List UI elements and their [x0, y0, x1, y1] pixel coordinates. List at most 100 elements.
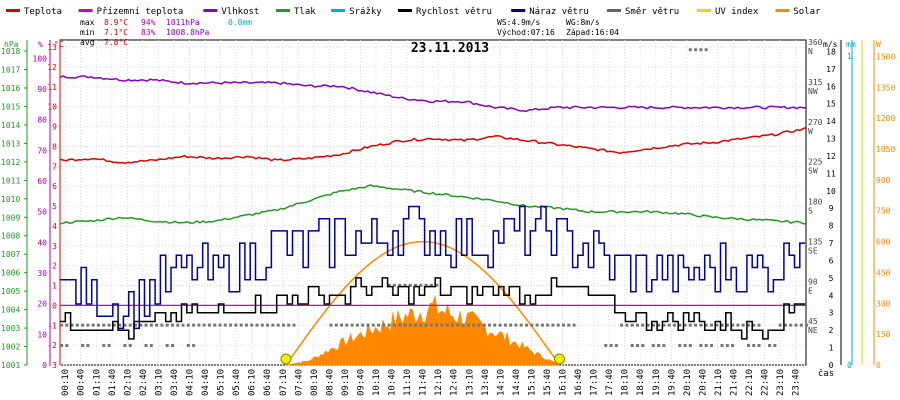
legend-swatch [697, 9, 711, 12]
series-layer [59, 48, 809, 366]
solar-tick-label: 900 [876, 176, 891, 185]
humidity-line [59, 75, 807, 113]
hpa-tick-label: 1011 [1, 176, 20, 185]
dir-tick-deg: 225 [808, 158, 823, 167]
wind-direction-point [139, 323, 143, 327]
legend-entry: Teplota [24, 7, 62, 17]
wind-direction-point [371, 323, 375, 327]
stats-label: max [80, 18, 95, 27]
x-tick-label: 16:10 [559, 369, 569, 396]
hpa-tick-label: 1017 [1, 66, 20, 75]
x-tick-label: 15:40 [543, 369, 553, 396]
legend-entry: Přízemní teplota [97, 7, 184, 17]
theoretical-solar-line [285, 240, 561, 366]
sunset-info: Západ:16:04 [566, 28, 619, 37]
c-tick-label: 4 [52, 222, 57, 231]
legend: Teplota Přízemní teplota Vlhkost Tlak Srážky… [6, 7, 821, 17]
wind-direction-point [102, 323, 106, 327]
wind-direction-point [699, 344, 703, 348]
legend-swatch [6, 9, 20, 12]
wind-direction-point [334, 323, 338, 327]
x-tick-label: 21:40 [729, 369, 739, 396]
hpa-tick-label: 1007 [1, 250, 20, 259]
wind-direction-point [477, 323, 481, 327]
hpa-tick-label: 1015 [1, 102, 20, 111]
sunrise-marker [280, 353, 292, 365]
wind-direction-point [207, 323, 211, 327]
w-axis-title: W [876, 40, 881, 49]
wind-direction-point [260, 323, 264, 327]
wind-direction-point [678, 344, 682, 348]
wind-direction-point [361, 323, 365, 327]
x-tick-label: 11:10 [403, 369, 413, 396]
ms-tick-label: 14 [826, 117, 836, 126]
x-tick-label: 21:10 [714, 369, 724, 396]
wind-direction-point [752, 323, 756, 327]
solar-tick-label: 1050 [876, 145, 895, 154]
solar-tick-label: 750 [876, 207, 891, 216]
wind-direction-point [440, 323, 444, 327]
wind-direction-point [123, 323, 127, 327]
wind-direction-point [778, 323, 782, 327]
wind-direction-point [429, 283, 433, 287]
dir-tick-name: NE [808, 326, 818, 335]
wind-direction-point [482, 323, 486, 327]
x-tick-label: 20:40 [698, 369, 708, 396]
wind-direction-point [694, 48, 698, 52]
wind-direction-point [752, 344, 756, 348]
dir-tick-deg: 315 [808, 78, 823, 87]
legend-swatch [276, 9, 290, 12]
wind-direction-point [377, 323, 381, 327]
c-tick-label: 8 [52, 142, 57, 151]
x-tick-label: 08:40 [325, 369, 335, 396]
x-tick-label: 10:10 [372, 369, 382, 396]
x-tick-label: 22:40 [761, 369, 771, 396]
pct-axis-title: % [38, 40, 43, 49]
legend-swatch [203, 9, 218, 12]
wind-direction-point [498, 323, 502, 327]
x-tick-label: 20:10 [683, 369, 693, 396]
wind-direction-point [461, 323, 465, 327]
stats-rain: 0.0mm [228, 18, 252, 27]
wind-direction-point [741, 323, 745, 327]
pct-tick-label: 10 [37, 330, 47, 339]
ms-tick-label: 0 [829, 361, 834, 370]
wind-direction-point [620, 323, 624, 327]
pct-tick-label: 100 [33, 54, 48, 63]
x-tick-label: 17:40 [605, 369, 615, 396]
legend-swatch [398, 9, 412, 12]
hpa-tick-label: 1016 [1, 84, 20, 93]
dir-tick-deg: 135 [808, 237, 823, 246]
stats-hum: 94% [141, 18, 156, 27]
wind-direction-point [276, 323, 280, 327]
wind-direction-point [488, 323, 492, 327]
wind-direction-point [472, 323, 476, 327]
ms-tick-label: 5 [829, 274, 834, 283]
x-tick-label: 07:40 [294, 369, 304, 396]
wind-direction-point [805, 323, 809, 327]
wind-direction-point [678, 323, 682, 327]
wind-direction-point [493, 323, 497, 327]
wind-direction-point [81, 344, 85, 348]
wind-direction-point [197, 323, 201, 327]
wind-direction-point [699, 323, 703, 327]
c-tick-label: 10 [47, 103, 57, 112]
hpa-axis-title: hPa [4, 40, 19, 49]
wind-direction-point [641, 344, 645, 348]
wind-direction-point [239, 323, 243, 327]
x-tick-label: 18:40 [636, 369, 646, 396]
hpa-tick-label: 1005 [1, 287, 20, 296]
c-tick-label: 7 [52, 162, 57, 171]
wind-direction-point [382, 323, 386, 327]
x-tick-label: 19:40 [667, 369, 677, 396]
wind-direction-point [165, 323, 169, 327]
wind-direction-point [672, 323, 676, 327]
c-tick-label: 9 [52, 123, 57, 132]
legend-entry: UV index [715, 7, 759, 17]
wind-direction-point [218, 323, 222, 327]
wind-direction-point [112, 323, 116, 327]
legend-entry: Směr větru [625, 7, 679, 17]
x-tick-label: 13:10 [465, 369, 475, 396]
dir-tick-name: E [808, 286, 813, 295]
wind-direction-point [244, 323, 248, 327]
